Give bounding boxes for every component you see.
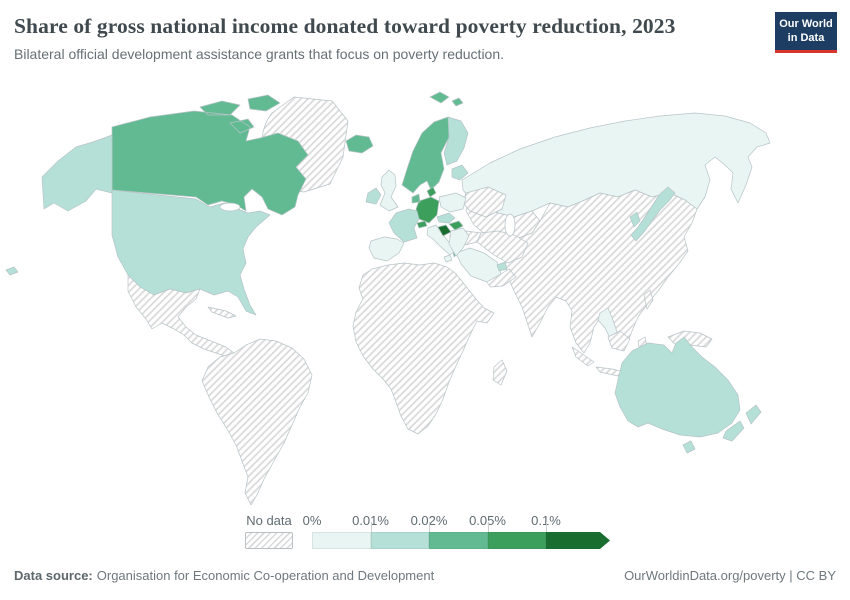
- attribution-link[interactable]: OurWorldinData.org/poverty | CC BY: [624, 568, 836, 583]
- map-region-iceland[interactable]: [345, 134, 374, 154]
- legend-tick-005: 0.05%: [469, 513, 506, 528]
- map-region-benelux[interactable]: [411, 193, 421, 204]
- map-region-switzerland[interactable]: [416, 220, 428, 229]
- legend-tick-0: 0%: [302, 513, 322, 528]
- world-map: [0, 85, 850, 506]
- owid-logo-line1: Our World: [779, 18, 833, 30]
- map-region-russia[interactable]: [461, 112, 771, 218]
- legend-tick-mark: [370, 522, 372, 532]
- map-region-denmark[interactable]: [426, 186, 437, 198]
- great-lakes: [219, 202, 241, 212]
- choropleth-svg: [5, 91, 771, 506]
- map-region-caribbean[interactable]: [207, 306, 237, 319]
- legend-tick-mark: [487, 522, 489, 532]
- page-title: Share of gross national income donated t…: [14, 14, 676, 38]
- map-region-italy[interactable]: [426, 224, 456, 263]
- map-region-france[interactable]: [388, 208, 420, 243]
- legend-segment-3[interactable]: [429, 532, 488, 549]
- data-source-label: Data source:: [14, 568, 93, 583]
- map-region-middle-east[interactable]: [476, 230, 529, 264]
- legend-segment-1[interactable]: [312, 532, 371, 549]
- map-region-united-states-alaska[interactable]: [41, 134, 113, 212]
- map-region-ireland[interactable]: [365, 187, 382, 205]
- legend-tick-002: 0.02%: [410, 513, 448, 528]
- legend-no-data-swatch[interactable]: [245, 532, 293, 549]
- chart-subtitle: Bilateral official development assistanc…: [14, 46, 505, 62]
- legend-segments: [312, 532, 612, 549]
- legend-tick-mark: [546, 522, 547, 532]
- chart-header: Share of gross national income donated t…: [0, 0, 850, 62]
- map-region-united-kingdom[interactable]: [379, 169, 399, 212]
- legend-colorbar: 0% 0.01% 0.02% 0.05% 0.1%: [303, 513, 612, 549]
- legend-segment-2[interactable]: [370, 532, 429, 549]
- map-region-finland[interactable]: [443, 116, 469, 166]
- caspian-sea: [504, 213, 516, 237]
- map-region-africa[interactable]: [352, 262, 495, 435]
- map-region-poland-czechia[interactable]: [438, 192, 467, 213]
- map-region-madagascar[interactable]: [492, 359, 508, 386]
- owid-logo-line2: in Data: [787, 32, 825, 45]
- map-region-south-america[interactable]: [201, 338, 313, 506]
- map-region-mexico-central-america[interactable]: [127, 274, 235, 358]
- map-region-australia[interactable]: [614, 336, 741, 454]
- map-region-yemen-oman[interactable]: [486, 268, 517, 288]
- legend-tick-labels: 0% 0.01% 0.02% 0.05% 0.1%: [303, 513, 612, 532]
- legend-no-data-label: No data: [246, 513, 292, 528]
- map-region-baltics[interactable]: [451, 164, 469, 181]
- map-region-uae[interactable]: [496, 261, 508, 272]
- chart-footer: Data source: Organisation for Economic Co…: [14, 568, 836, 583]
- legend-tick-001: 0.01%: [352, 513, 389, 528]
- map-legend: No data 0% 0.01% 0.02% 0.05% 0.1%: [245, 513, 612, 553]
- map-region-new-zealand[interactable]: [722, 404, 762, 442]
- map-region-hungary[interactable]: [448, 220, 464, 231]
- data-source-text: Organisation for Economic Co-operation a…: [96, 568, 435, 583]
- map-region-canada[interactable]: [111, 94, 309, 216]
- map-region-south-korea[interactable]: [629, 211, 641, 228]
- map-region-balkans[interactable]: [448, 227, 470, 257]
- legend-tick-01: 0.1%: [531, 513, 561, 528]
- map-region-iberia[interactable]: [368, 236, 405, 262]
- legend-tick-mark: [429, 522, 430, 532]
- legend-segment-4[interactable]: [487, 532, 546, 549]
- legend-no-data: No data: [245, 513, 293, 549]
- legend-segment-5-arrow[interactable]: [546, 532, 610, 549]
- map-region-philippines[interactable]: [643, 289, 654, 310]
- owid-logo[interactable]: Our World in Data: [775, 12, 837, 53]
- map-region-austria[interactable]: [436, 212, 456, 224]
- data-source: Data source: Organisation for Economic Co…: [14, 568, 434, 583]
- map-region-japan[interactable]: [630, 186, 676, 242]
